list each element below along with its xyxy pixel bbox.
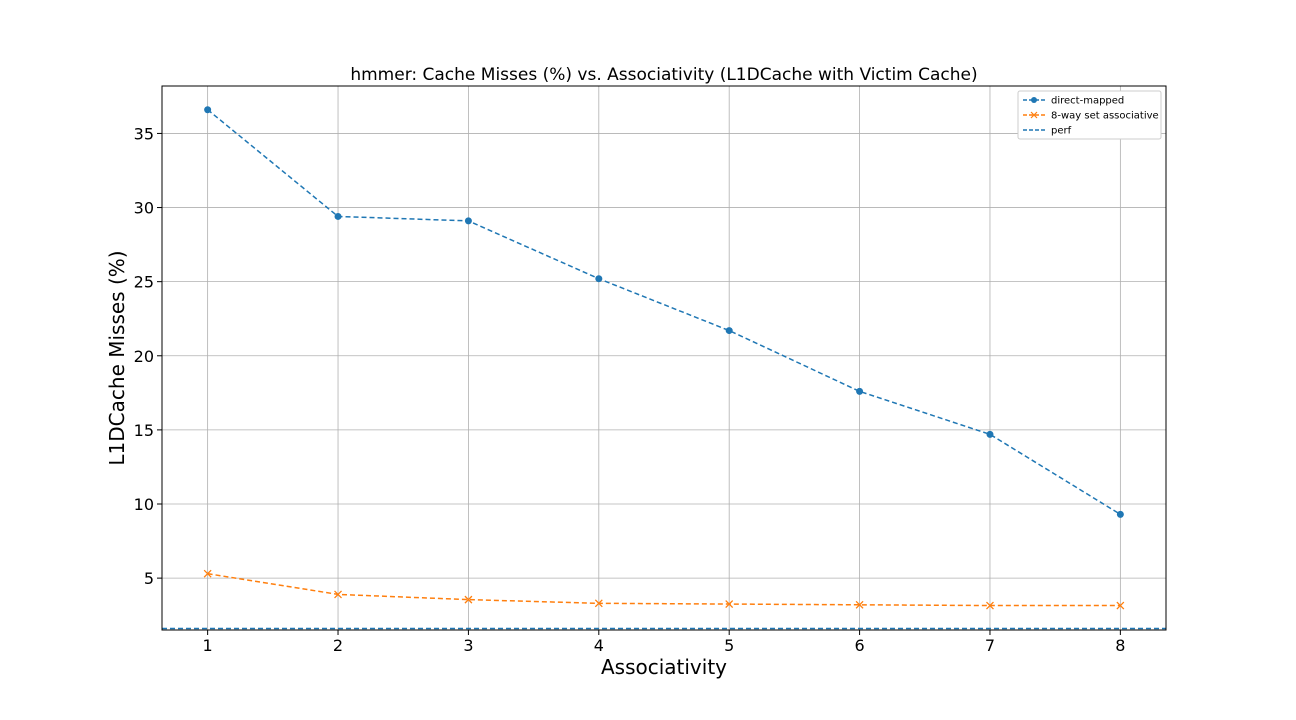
series-8-way-set-associative <box>203 569 1125 610</box>
series-line <box>207 572 1121 607</box>
x-tick-label: 1 <box>203 636 213 655</box>
x-tick-label: 5 <box>724 636 734 655</box>
data-point <box>986 601 994 610</box>
data-point <box>1116 601 1125 610</box>
legend-marker <box>1031 97 1037 103</box>
data-point <box>464 595 473 604</box>
legend-item: perf <box>1023 126 1072 137</box>
y-tick-label: 25 <box>134 273 154 292</box>
y-tick-label: 15 <box>134 421 154 440</box>
data-point <box>595 275 603 283</box>
x-axis-title: Associativity <box>601 655 727 679</box>
x-tick-label: 6 <box>854 636 864 655</box>
x-tick-label: 8 <box>1115 636 1125 655</box>
data-point <box>464 217 472 225</box>
y-tick-label: 10 <box>134 495 154 514</box>
axis-ticks: 1 2 3 4 5 6 7 8 5 10 15 20 25 30 35 <box>134 124 1126 655</box>
legend-box <box>1017 90 1162 140</box>
legend: direct-mapped 8-way set associative perf <box>1017 90 1162 140</box>
data-point <box>204 106 212 114</box>
series-direct-mapped <box>204 106 1124 518</box>
data-point <box>1116 510 1124 518</box>
x-tick-label: 7 <box>985 636 995 655</box>
data-point <box>334 590 342 599</box>
x-tick-label: 3 <box>463 636 473 655</box>
legend-label: direct-mapped <box>1051 96 1124 107</box>
data-point <box>334 212 342 220</box>
x-tick-label: 2 <box>333 636 343 655</box>
legend-label: perf <box>1051 126 1072 137</box>
y-tick-label: 20 <box>134 347 154 366</box>
data-point <box>203 569 212 578</box>
y-axis-title: L1DCache Misses (%) <box>105 250 129 465</box>
data-point <box>986 430 994 438</box>
plot-area <box>162 106 1166 630</box>
legend-item: 8-way set associative <box>1023 111 1159 122</box>
data-point <box>725 600 734 609</box>
data-point <box>855 600 864 609</box>
y-tick-label: 30 <box>134 199 154 218</box>
y-tick-label: 35 <box>134 124 154 143</box>
chart-title: hmmer: Cache Misses (%) vs. Associativit… <box>350 65 977 85</box>
series-line <box>207 109 1121 516</box>
plot-frame <box>161 85 1167 631</box>
legend-label: 8-way set associative <box>1051 111 1159 122</box>
y-tick-label: 5 <box>144 569 154 588</box>
x-tick-label: 4 <box>594 636 604 655</box>
grid-lines <box>162 86 1166 630</box>
data-point <box>594 599 603 608</box>
legend-marker <box>1030 111 1038 119</box>
legend-item: direct-mapped <box>1023 96 1124 107</box>
data-point <box>856 387 864 395</box>
data-point <box>725 327 733 335</box>
